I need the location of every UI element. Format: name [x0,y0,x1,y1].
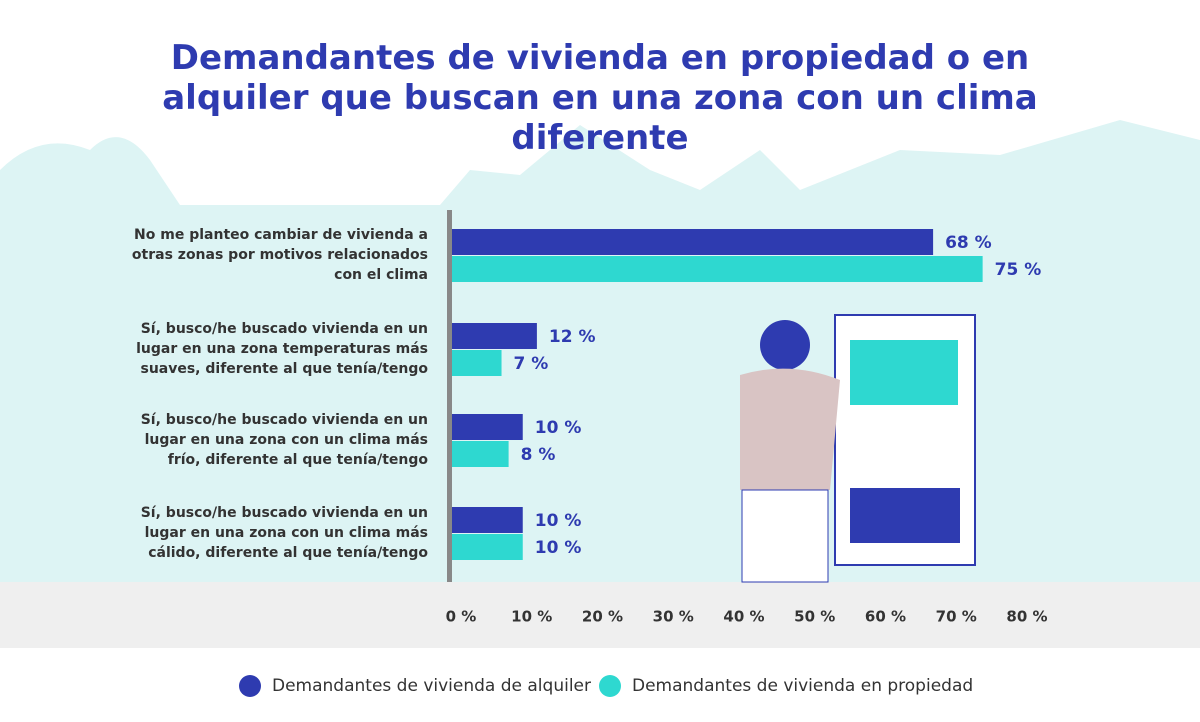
illustration-person-head [760,320,810,370]
bar [452,414,523,440]
axis-line [447,210,452,582]
category-label: No me planteo cambiar de vivienda a otra… [131,227,428,283]
bar [452,534,523,560]
illustration-person-legs [741,489,829,583]
illustration-map [850,340,958,405]
bar [452,323,537,349]
axis-band [0,582,1200,648]
illustration-house [850,488,960,543]
category-label: Sí, busco/he buscado vivienda en un luga… [140,412,428,468]
value-label: 12 % [549,327,596,347]
bar [452,507,523,533]
skyline [0,120,1200,205]
category-label: Sí, busco/he buscado vivienda en un luga… [140,505,428,561]
x-tick-label: 0 % [446,608,477,626]
value-label: 10 % [535,538,582,558]
x-tick-label: 10 % [511,608,552,626]
x-tick-label: 80 % [1006,608,1047,626]
chart-title: Demandantes de vivienda en propiedad o e… [162,38,1038,158]
legend-marker [239,675,261,697]
x-tick-label: 40 % [723,608,764,626]
x-tick-label: 70 % [936,608,977,626]
value-label: 10 % [535,511,582,531]
legend-label: Demandantes de vivienda en propiedad [632,676,974,696]
value-label: 68 % [945,233,992,253]
value-label: 10 % [535,418,582,438]
value-label: 7 % [514,354,549,374]
legend-marker [599,675,621,697]
legend-label: Demandantes de vivienda de alquiler [272,676,591,696]
x-tick-label: 60 % [865,608,906,626]
value-label: 75 % [995,260,1042,280]
category-label: Sí, busco/he buscado vivienda en un luga… [136,321,428,377]
x-tick-label: 20 % [582,608,623,626]
value-label: 8 % [521,445,556,465]
bar [452,350,502,376]
x-tick-label: 30 % [653,608,694,626]
bar [452,441,509,467]
illustration-person-body [740,368,840,490]
bar [452,229,934,255]
x-tick-label: 50 % [794,608,835,626]
bar [452,256,983,282]
